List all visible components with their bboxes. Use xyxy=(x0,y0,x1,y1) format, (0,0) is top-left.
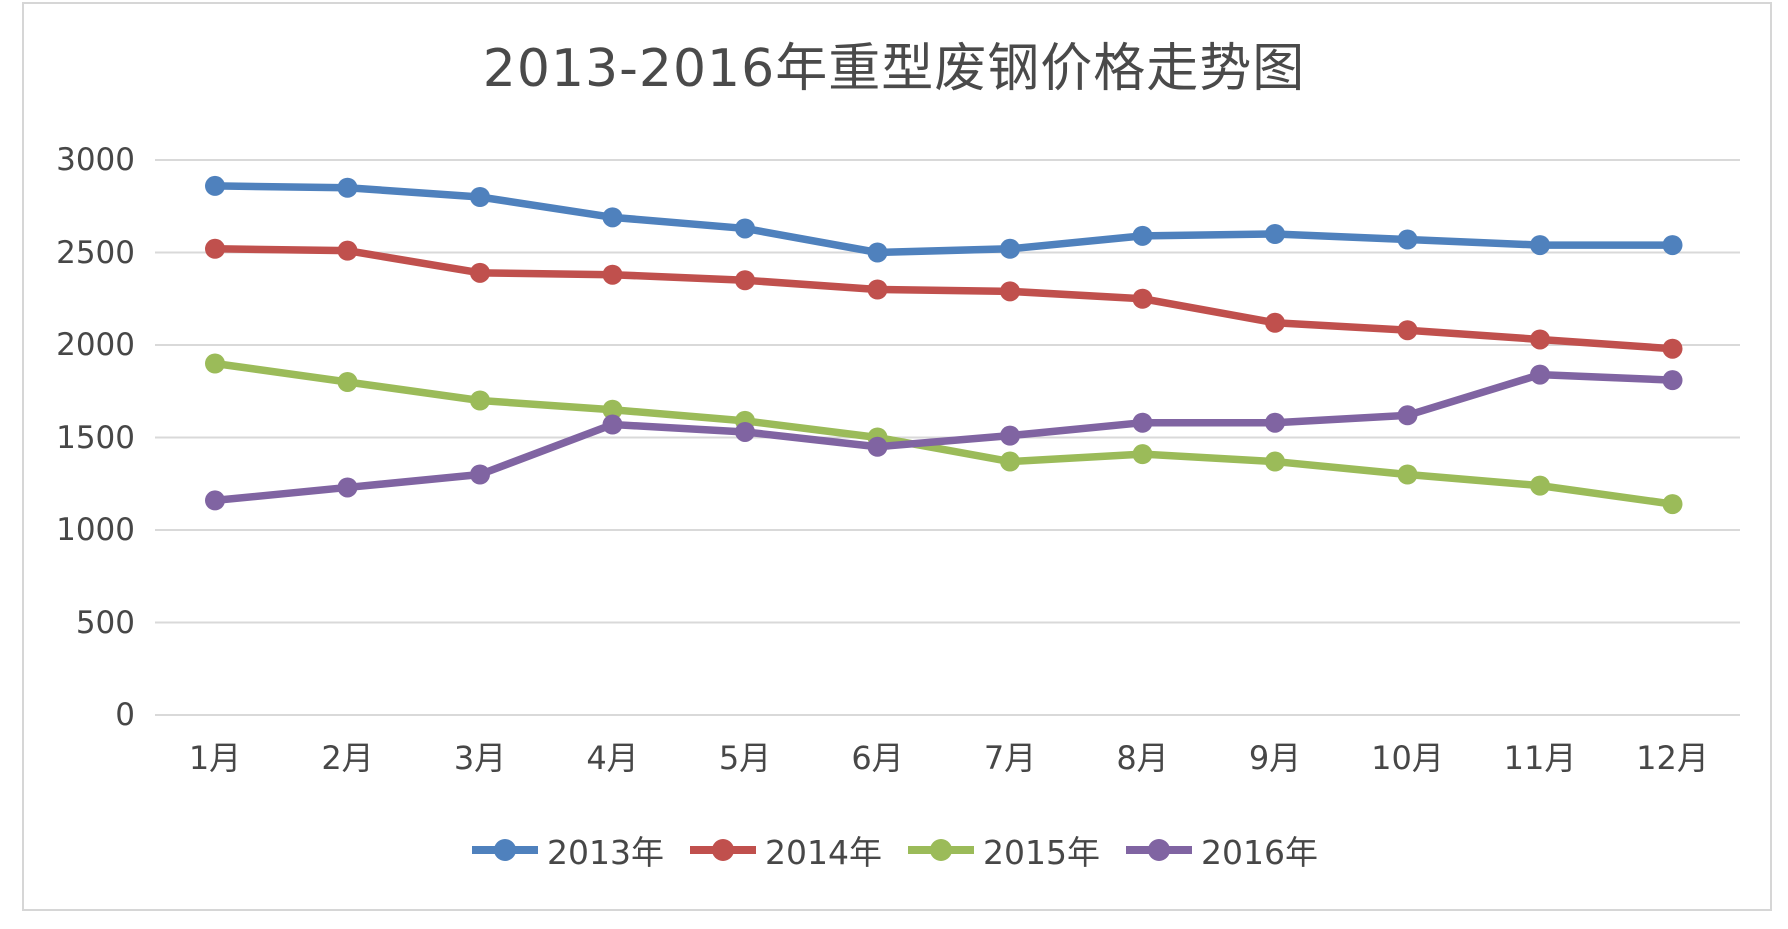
data-point-2013年-3月 xyxy=(470,187,490,207)
data-point-2015年-10月 xyxy=(1397,464,1418,485)
chart-legend: 2013年 2014年 2015年 2016年 xyxy=(0,826,1788,874)
data-point-2013年-6月 xyxy=(867,242,888,263)
data-point-2013年-2月 xyxy=(337,177,358,198)
x-tick-label-9月: 9月 xyxy=(1248,739,1302,777)
series-line-2014年 xyxy=(211,245,1677,353)
data-point-2014年-4月 xyxy=(602,264,623,285)
data-point-2016年-5月 xyxy=(735,421,755,442)
data-point-2013年-9月 xyxy=(1265,224,1285,244)
x-tick-label-2月: 2月 xyxy=(321,739,374,777)
x-tick-label-1月: 1月 xyxy=(188,739,242,777)
y-tick-label-1500: 1500 xyxy=(56,419,135,456)
series-line-2016年 xyxy=(211,370,1677,505)
series-line-2015年 xyxy=(211,359,1677,508)
data-point-2013年-5月 xyxy=(735,218,755,239)
legend-label-2013年: 2013年 xyxy=(547,833,665,872)
x-tick-label-5月: 5月 xyxy=(718,739,772,777)
data-point-2016年-9月 xyxy=(1265,412,1285,433)
data-point-2014年-10月 xyxy=(1397,320,1418,341)
y-tick-label-500: 500 xyxy=(75,604,135,641)
data-point-2014年-2月 xyxy=(337,240,358,261)
legend-label-2016年: 2016年 xyxy=(1200,833,1318,872)
data-point-2013年-8月 xyxy=(1132,225,1153,246)
data-point-2014年-1月 xyxy=(205,238,225,259)
data-point-2013年-7月 xyxy=(1000,238,1020,259)
data-point-2013年-1月 xyxy=(205,175,225,196)
y-tick-label-0: 0 xyxy=(115,697,135,733)
data-point-2016年-11月 xyxy=(1530,364,1550,385)
data-point-2016年-6月 xyxy=(867,436,888,457)
data-point-2014年-9月 xyxy=(1265,312,1285,333)
legend-marker-2013年 xyxy=(472,839,539,861)
y-tick-label-1000: 1000 xyxy=(56,512,135,548)
data-point-2013年-10月 xyxy=(1397,229,1418,250)
x-tick-label-3月: 3月 xyxy=(453,739,507,777)
data-point-2014年-5月 xyxy=(735,270,755,291)
x-tick-label-7月: 7月 xyxy=(983,739,1037,777)
data-point-2015年-12月 xyxy=(1662,494,1683,515)
legend-item-2016年: 2016年 xyxy=(1124,826,1318,874)
data-point-2014年-8月 xyxy=(1132,288,1153,309)
data-point-2015年-2月 xyxy=(337,372,358,392)
data-point-2016年-1月 xyxy=(205,490,225,511)
x-tick-label-12月: 12月 xyxy=(1636,739,1709,777)
legend-marker-2016年 xyxy=(1125,839,1192,861)
data-point-2014年-12月 xyxy=(1662,338,1683,359)
data-point-2015年-4月 xyxy=(602,399,623,420)
legend-item-2015年: 2015年 xyxy=(906,826,1100,874)
data-point-2016年-4月 xyxy=(602,414,623,435)
data-point-2016年-12月 xyxy=(1662,370,1683,391)
data-point-2015年-11月 xyxy=(1530,475,1550,496)
data-point-2016年-10月 xyxy=(1397,405,1418,426)
data-point-2013年-11月 xyxy=(1530,235,1550,256)
legend-item-2013年: 2013年 xyxy=(470,826,664,874)
data-point-2016年-7月 xyxy=(1000,425,1020,446)
data-point-2015年-8月 xyxy=(1132,444,1153,465)
x-tick-label-10月: 10月 xyxy=(1371,739,1444,777)
data-point-2015年-7月 xyxy=(1000,451,1020,472)
series-line-2013年 xyxy=(211,182,1677,257)
x-tick-label-4月: 4月 xyxy=(586,739,639,777)
legend-item-2014年: 2014年 xyxy=(688,826,882,874)
data-point-2014年-6月 xyxy=(867,279,888,300)
data-point-2015年-1月 xyxy=(205,353,225,374)
x-tick-label-8月: 8月 xyxy=(1116,739,1169,777)
x-tick-label-6月: 6月 xyxy=(851,739,904,777)
y-tick-label-2500: 2500 xyxy=(56,234,135,271)
data-point-2016年-3月 xyxy=(470,464,490,485)
data-point-2015年-3月 xyxy=(470,390,490,411)
y-tick-label-2000: 2000 xyxy=(56,327,135,363)
data-point-2013年-4月 xyxy=(602,207,623,228)
data-point-2014年-3月 xyxy=(470,262,490,283)
legend-label-2015年: 2015年 xyxy=(983,833,1100,872)
data-point-2014年-7月 xyxy=(1000,281,1020,302)
chart-frame xyxy=(22,2,1772,911)
y-tick-label-3000: 3000 xyxy=(56,142,135,178)
chart-title: 2013-2016年重型废钢价格走势图 xyxy=(482,39,1306,99)
x-tick-label-11月: 11月 xyxy=(1503,739,1577,777)
data-point-2013年-12月 xyxy=(1662,235,1683,256)
legend-label-2014年: 2014年 xyxy=(765,833,882,872)
data-point-2014年-11月 xyxy=(1530,329,1550,350)
legend-marker-2015年 xyxy=(908,839,974,861)
data-point-2016年-2月 xyxy=(337,477,358,498)
legend-marker-2014年 xyxy=(690,839,757,861)
data-point-2016年-8月 xyxy=(1132,412,1153,433)
data-point-2015年-9月 xyxy=(1265,451,1285,472)
